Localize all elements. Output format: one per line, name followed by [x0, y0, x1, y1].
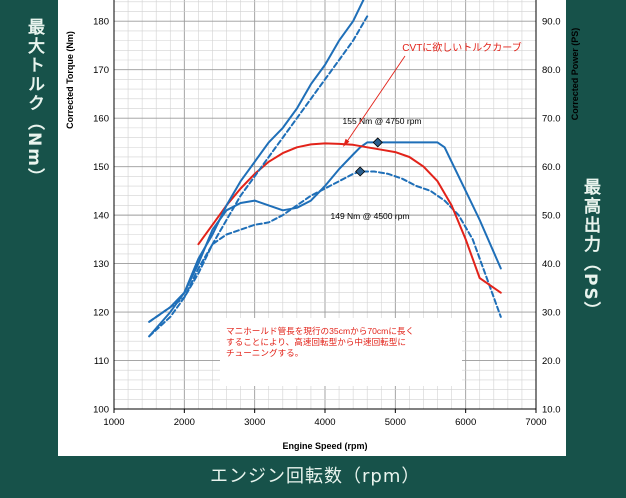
y-tick-label: 140: [93, 211, 109, 222]
y-tick-label: 100: [93, 405, 109, 416]
y2-axis-title: Corrected Power (PS): [570, 28, 580, 121]
leader-arrowhead: [343, 138, 350, 147]
bottom-axis-jp-label: エンジン回転数（rpm）: [210, 466, 421, 487]
y2-tick-label: 50.0: [542, 211, 561, 222]
series-line-torque: [148, 170, 502, 323]
x-tick-label: 4000: [314, 417, 335, 428]
peak-marker: [355, 166, 366, 177]
y-tick-label: 150: [93, 162, 109, 173]
note-line: することにより、高速回転型から中速回転型に: [226, 336, 406, 347]
y-tick-label: 120: [93, 308, 109, 319]
curve-label: CVTに欲しいトルクカーブ: [402, 41, 521, 54]
x-tick-label: 5000: [385, 417, 406, 428]
left-axis-jp-label: 最大トルク（Nm）: [24, 18, 44, 187]
chart-panel: [58, 0, 566, 456]
annotations: 155 Nm @ 4750 rpm 149 Nm @ 4500 rpm CVTに欲し…: [220, 41, 522, 386]
y-tick-label: 160: [93, 114, 109, 125]
y-tick-label: 130: [93, 259, 109, 270]
x-tick-label: 3000: [244, 417, 265, 428]
series-group: [148, 0, 502, 338]
x-tick-label: 2000: [174, 417, 195, 428]
y2-tick-label: 90.0: [542, 17, 561, 28]
y2-tick-label: 70.0: [542, 114, 561, 125]
y-axis-title: Corrected Torque (Nm): [65, 31, 75, 129]
x-tick-label: 6000: [455, 417, 476, 428]
y2-tick-label: 30.0: [542, 308, 561, 319]
marker-label: 155 Nm @ 4750 rpm: [342, 116, 421, 126]
series-line-power: [148, 15, 369, 338]
y2-tick-label: 80.0: [542, 65, 561, 76]
note-box: [220, 318, 462, 386]
x-tick-label: 1000: [103, 417, 124, 428]
y2-tick-label: 20.0: [542, 356, 561, 367]
x-tick-label: 7000: [525, 417, 546, 428]
axes: 1000 2000 3000 4000 5000 6000 7000 100 110 120 130…: [65, 0, 580, 451]
x-axis-title: Engine Speed (rpm): [282, 441, 367, 451]
series-lines: [148, 0, 502, 338]
marker-label: 149 Nm @ 4500 rpm: [330, 211, 409, 221]
note-line: マニホールド管長を現行の35cmから70cmに長く: [226, 325, 414, 336]
y2-tick-label: 40.0: [542, 259, 561, 270]
leader-line: [345, 55, 406, 144]
right-axis-jp-label: 最高出力（PS）: [580, 178, 600, 321]
note-line: チューニングする。: [226, 347, 303, 358]
y2-tick-label: 10.0: [542, 405, 561, 416]
series-line-power: [148, 0, 365, 338]
y-tick-label: 180: [93, 17, 109, 28]
peak-marker: [372, 137, 383, 148]
y-tick-label: 110: [94, 356, 109, 367]
y2-tick-label: 60.0: [542, 162, 561, 173]
y-tick-label: 170: [93, 65, 109, 76]
